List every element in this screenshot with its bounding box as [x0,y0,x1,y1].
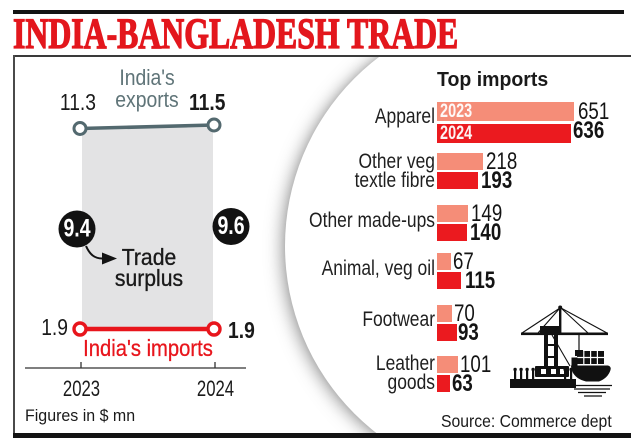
svg-text:9.4: 9.4 [63,214,91,242]
svg-text:9.6: 9.6 [217,212,244,240]
